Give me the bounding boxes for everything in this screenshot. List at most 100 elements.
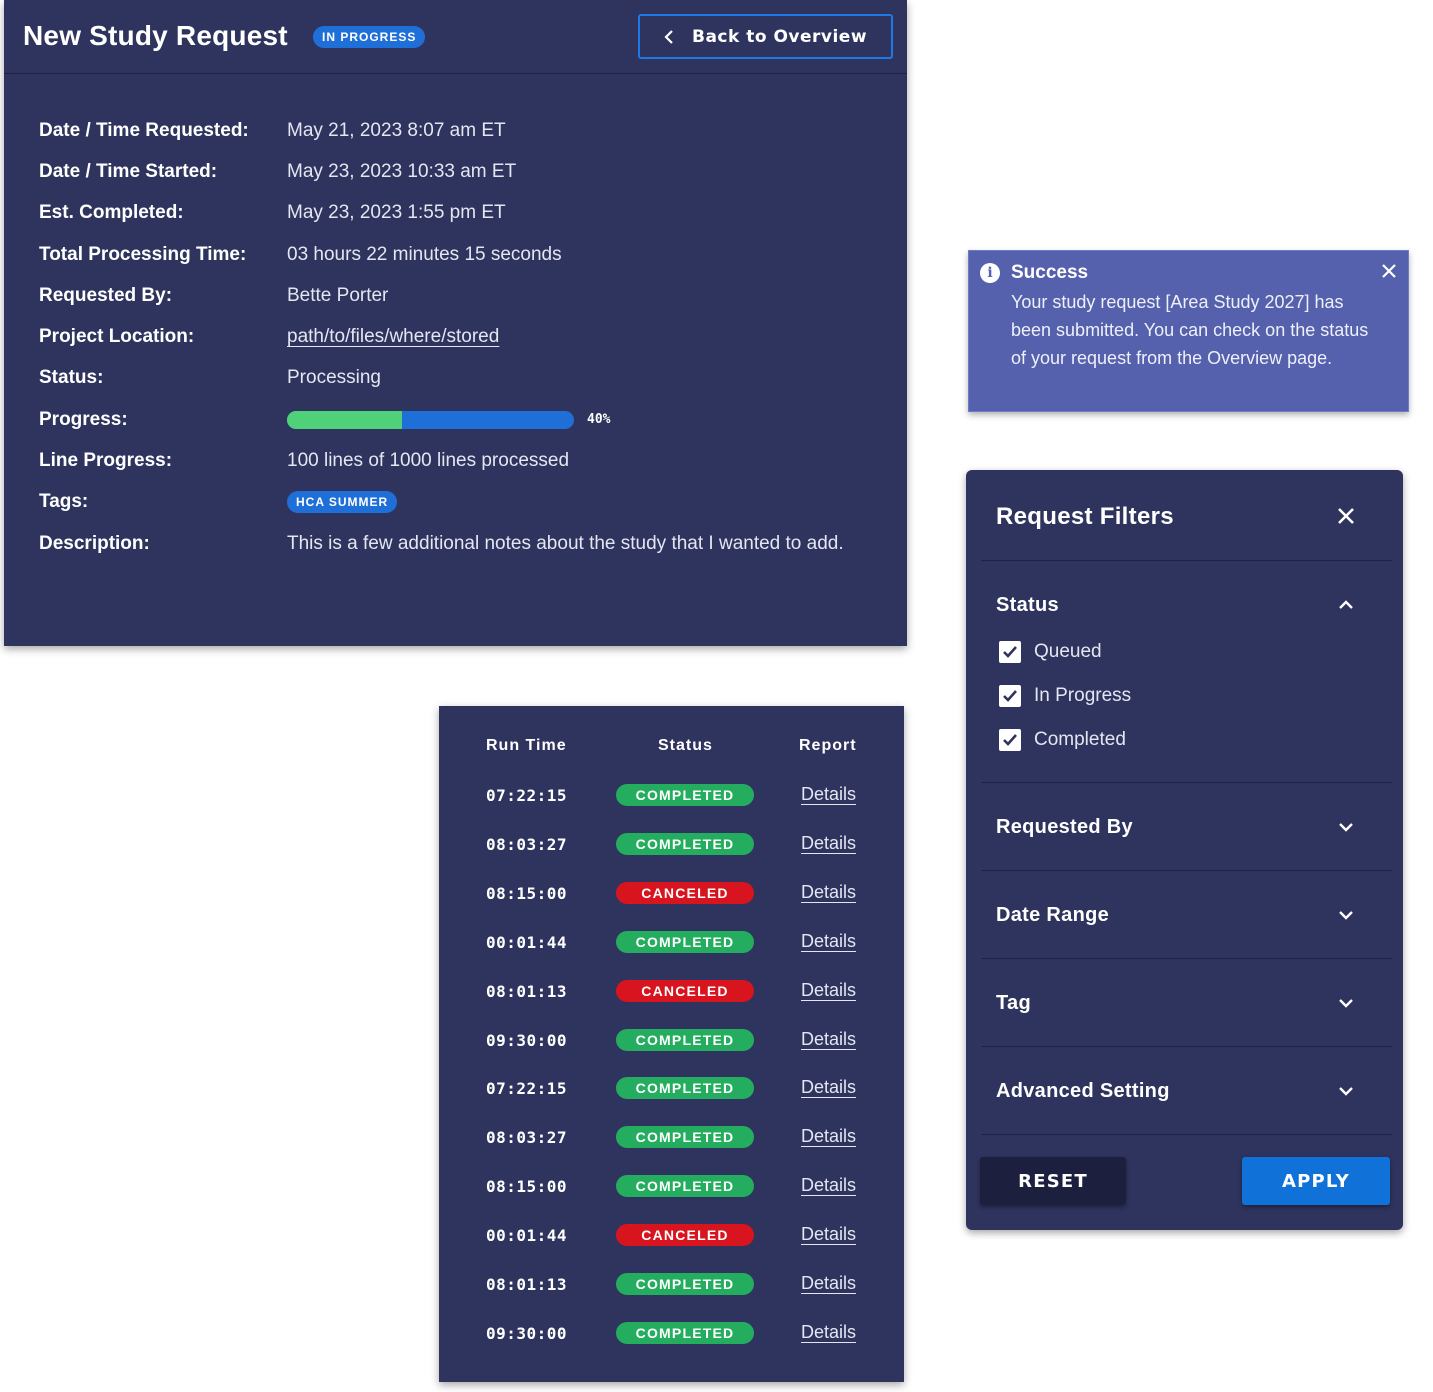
divider <box>981 1134 1392 1135</box>
close-icon[interactable] <box>1336 506 1356 526</box>
column-header-run-time: Run Time <box>486 737 567 754</box>
status-badge: CANCELED <box>616 881 754 904</box>
checkbox-checked-icon <box>999 729 1021 751</box>
close-icon[interactable] <box>1380 262 1398 280</box>
filter-section-tag[interactable]: Tag <box>966 984 1403 1024</box>
details-link[interactable]: Details <box>801 1077 857 1098</box>
details-link[interactable]: Details <box>801 1273 857 1293</box>
field-label: Project Location: <box>39 326 195 348</box>
table-row: 08:01:13 CANCELED Details <box>439 979 904 1004</box>
status-badge: COMPLETED <box>616 1273 754 1295</box>
run-time-cell: 08:03:27 <box>486 1128 568 1148</box>
table-row: 07:22:15 COMPLETED Details <box>439 1077 904 1101</box>
section-label: Tag <box>996 992 1031 1014</box>
progress-percent: 40% <box>587 412 611 428</box>
table-row: 07:22:15 COMPLETED Details <box>439 784 904 808</box>
field-label: Date / Time Requested: <box>39 119 249 141</box>
reset-button[interactable]: RESET <box>980 1157 1126 1205</box>
details-link[interactable]: Details <box>801 881 857 902</box>
page-title: New Study Request <box>23 20 288 51</box>
chevron-down-icon <box>1337 820 1355 834</box>
detail-fields: Date / Time Requested: May 21, 2023 8:07… <box>39 110 844 564</box>
run-time-cell: 07:22:15 <box>486 786 568 805</box>
field-value: Bette Porter <box>287 284 389 306</box>
checkbox-label: In Progress <box>1034 685 1132 706</box>
checkbox-checked-icon <box>999 685 1021 707</box>
toast-message: Your study request [Area Study 2027] has… <box>1011 292 1369 368</box>
field-value: 100 lines of 1000 lines processed <box>287 450 570 472</box>
status-badge: COMPLETED <box>616 832 754 855</box>
run-history-table: Run Time Status Report 07:22:15 COMPLETED… <box>439 706 904 1382</box>
run-time-cell: 00:01:44 <box>486 932 568 952</box>
field-status: Status: Processing <box>39 358 844 399</box>
divider <box>981 958 1392 959</box>
details-link[interactable]: Details <box>801 784 857 804</box>
field-value: May 21, 2023 8:07 am ET <box>287 119 506 141</box>
divider <box>981 870 1392 871</box>
field-requested-by: Requested By: Bette Porter <box>39 275 844 316</box>
status-badge: COMPLETED <box>616 1175 754 1198</box>
field-label: Line Progress: <box>39 450 173 472</box>
field-value: Processing <box>287 367 381 389</box>
back-button-label: Back to Overview <box>692 26 868 47</box>
filter-section-date-range[interactable]: Date Range <box>966 896 1403 936</box>
run-time-cell: 08:15:00 <box>486 883 568 903</box>
checkbox-label: Queued <box>1034 641 1102 662</box>
field-label: Requested By: <box>39 284 173 306</box>
field-processing-time: Total Processing Time: 03 hours 22 minut… <box>39 234 844 275</box>
checkbox-checked-icon <box>999 641 1021 663</box>
field-est-completed: Est. Completed: May 23, 2023 1:55 pm ET <box>39 193 844 234</box>
filter-section-requested-by[interactable]: Requested By <box>966 808 1403 848</box>
filter-section-status[interactable]: Status <box>966 586 1403 626</box>
checkbox-label: Completed <box>1034 729 1126 750</box>
field-value: May 23, 2023 1:55 pm ET <box>287 202 506 224</box>
section-label: Date Range <box>996 904 1110 926</box>
status-badge: COMPLETED <box>616 930 754 953</box>
table-row: 00:01:44 COMPLETED Details <box>439 930 904 955</box>
toast-title: Success <box>1011 262 1089 283</box>
run-time-cell: 08:15:00 <box>486 1177 568 1197</box>
checkbox-in-progress[interactable]: In Progress <box>999 684 1131 708</box>
info-icon: i <box>980 263 1000 283</box>
details-link[interactable]: Details <box>801 1126 857 1147</box>
details-link[interactable]: Details <box>801 1224 857 1245</box>
section-label: Advanced Setting <box>996 1080 1170 1102</box>
details-link[interactable]: Details <box>801 1028 857 1049</box>
project-location-link[interactable]: path/to/files/where/stored <box>287 326 500 348</box>
field-label: Total Processing Time: <box>39 243 247 265</box>
field-project-location: Project Location: path/to/files/where/st… <box>39 316 844 357</box>
field-value: 03 hours 22 minutes 15 seconds <box>287 243 562 265</box>
run-time-cell: 08:03:27 <box>486 834 568 854</box>
checkbox-queued[interactable]: Queued <box>999 640 1102 664</box>
details-link[interactable]: Details <box>801 1321 857 1342</box>
section-label: Status <box>996 594 1059 616</box>
run-time-cell: 08:01:13 <box>486 1275 568 1294</box>
details-link[interactable]: Details <box>801 930 857 951</box>
chevron-down-icon <box>1337 908 1355 922</box>
progress-track <box>287 410 574 429</box>
divider <box>981 1046 1392 1047</box>
apply-button[interactable]: APPLY <box>1242 1157 1390 1205</box>
details-link[interactable]: Details <box>801 832 857 853</box>
details-link[interactable]: Details <box>801 979 857 1000</box>
filters-title: Request Filters <box>996 503 1174 530</box>
details-link[interactable]: Details <box>801 1175 857 1196</box>
checkbox-completed[interactable]: Completed <box>999 728 1126 752</box>
back-to-overview-button[interactable]: Back to Overview <box>638 14 893 59</box>
field-date-started: Date / Time Started: May 23, 2023 10:33 … <box>39 151 844 192</box>
field-line-progress: Line Progress: 100 lines of 1000 lines p… <box>39 440 844 481</box>
field-label: Date / Time Started: <box>39 160 218 182</box>
status-badge: COMPLETED <box>616 1321 754 1344</box>
field-value: This is a few additional notes about the… <box>287 532 844 554</box>
table-row: 00:01:44 CANCELED Details <box>439 1224 904 1248</box>
chevron-left-icon <box>656 29 682 44</box>
divider <box>981 782 1392 783</box>
status-badge: COMPLETED <box>616 1028 754 1051</box>
table-row: 08:03:27 COMPLETED Details <box>439 832 904 857</box>
section-label: Requested By <box>996 816 1133 838</box>
status-badge: COMPLETED <box>616 1077 754 1100</box>
field-label: Est. Completed: <box>39 202 184 224</box>
filter-section-advanced-setting[interactable]: Advanced Setting <box>966 1072 1403 1112</box>
progress-bar: 40% <box>287 410 611 429</box>
progress-fill <box>287 410 402 429</box>
